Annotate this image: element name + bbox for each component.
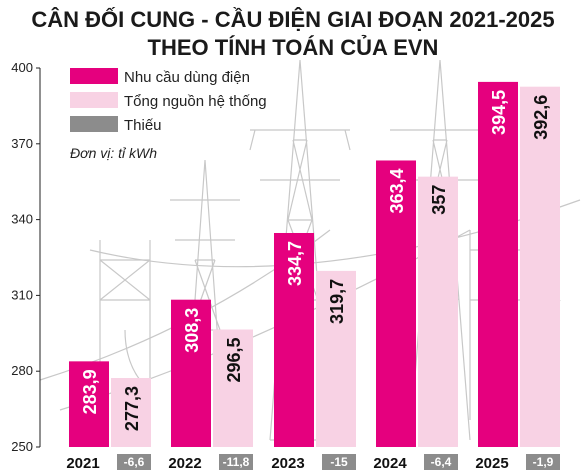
data-label-supply-2023: 319,7 <box>327 279 347 324</box>
y-tick-label-250: 250 <box>11 439 33 454</box>
data-label-demand-2021: 283,9 <box>80 369 100 414</box>
chart-title-line-1: CÂN ĐỐI CUNG - CẦU ĐIỆN GIAI ĐOẠN 2021-2… <box>31 7 555 32</box>
x-tick-label-2025: 2025 <box>475 455 508 472</box>
unit-label: Đơn vị: tỉ kWh <box>70 145 157 161</box>
data-label-supply-2021: 277,3 <box>122 386 142 431</box>
legend-swatch-demand <box>70 68 118 84</box>
x-tick-label-2024: 2024 <box>373 455 407 472</box>
data-label-demand-2022: 308,3 <box>182 308 202 353</box>
bar-supply-2023 <box>316 270 356 447</box>
data-label-supply-2025: 392,6 <box>531 95 551 140</box>
legend: Nhu cầu dùng điện Tổng nguồn hệ thống Th… <box>70 68 267 161</box>
y-tick-label-400: 400 <box>11 60 33 75</box>
shortage-badge-2022 <box>219 454 253 470</box>
bar-demand-2022 <box>171 299 211 447</box>
bar-demand-2024 <box>376 160 416 447</box>
chart-title: CÂN ĐỐI CUNG - CẦU ĐIỆN GIAI ĐOẠN 2021-2… <box>0 6 586 62</box>
bar-demand-2023 <box>274 232 314 447</box>
y-tick-label-370: 370 <box>11 136 33 151</box>
bar-supply-2024 <box>418 176 458 447</box>
shortage-badge-2021 <box>117 454 151 470</box>
shortage-badge-2024 <box>424 454 458 470</box>
legend-label-supply: Tổng nguồn hệ thống <box>124 93 267 110</box>
data-label-demand-2023: 334,7 <box>285 241 305 286</box>
shortage-badge-2025 <box>526 454 560 470</box>
legend-label-demand: Nhu cầu dùng điện <box>124 69 250 86</box>
chart-title-line-2: THEO TÍNH TOÁN CỦA EVN <box>147 35 439 60</box>
shortage-label-2023: -15 <box>330 455 348 469</box>
shortage-label-2022: -11,8 <box>223 455 250 469</box>
data-label-demand-2025: 394,5 <box>489 90 509 135</box>
bar-supply-2022 <box>213 329 253 447</box>
data-label-demand-2024: 363,4 <box>387 168 407 213</box>
bar-demand-2021 <box>69 361 109 447</box>
y-tick-label-280: 280 <box>11 363 33 378</box>
shortage-label-2025: -1,9 <box>533 455 554 469</box>
x-tick-label-2023: 2023 <box>271 455 304 472</box>
shortage-label-2024: -6,4 <box>431 455 452 469</box>
bar-supply-2021 <box>111 378 151 447</box>
legend-label-shortage: Thiếu <box>124 117 162 134</box>
y-tick-label-310: 310 <box>11 287 33 302</box>
x-tick-label-2021: 2021 <box>66 455 99 472</box>
shortage-label-2021: -6,6 <box>124 455 145 469</box>
bar-demand-2025 <box>478 81 518 447</box>
shortage-badge-2023 <box>322 454 356 470</box>
x-tick-label-2022: 2022 <box>168 455 201 472</box>
y-tick-label-340: 340 <box>11 212 33 227</box>
data-label-supply-2024: 357 <box>429 185 449 215</box>
legend-swatch-shortage <box>70 116 118 132</box>
data-label-supply-2022: 296,5 <box>224 338 244 383</box>
legend-swatch-supply <box>70 92 118 108</box>
bar-supply-2025 <box>520 86 560 448</box>
